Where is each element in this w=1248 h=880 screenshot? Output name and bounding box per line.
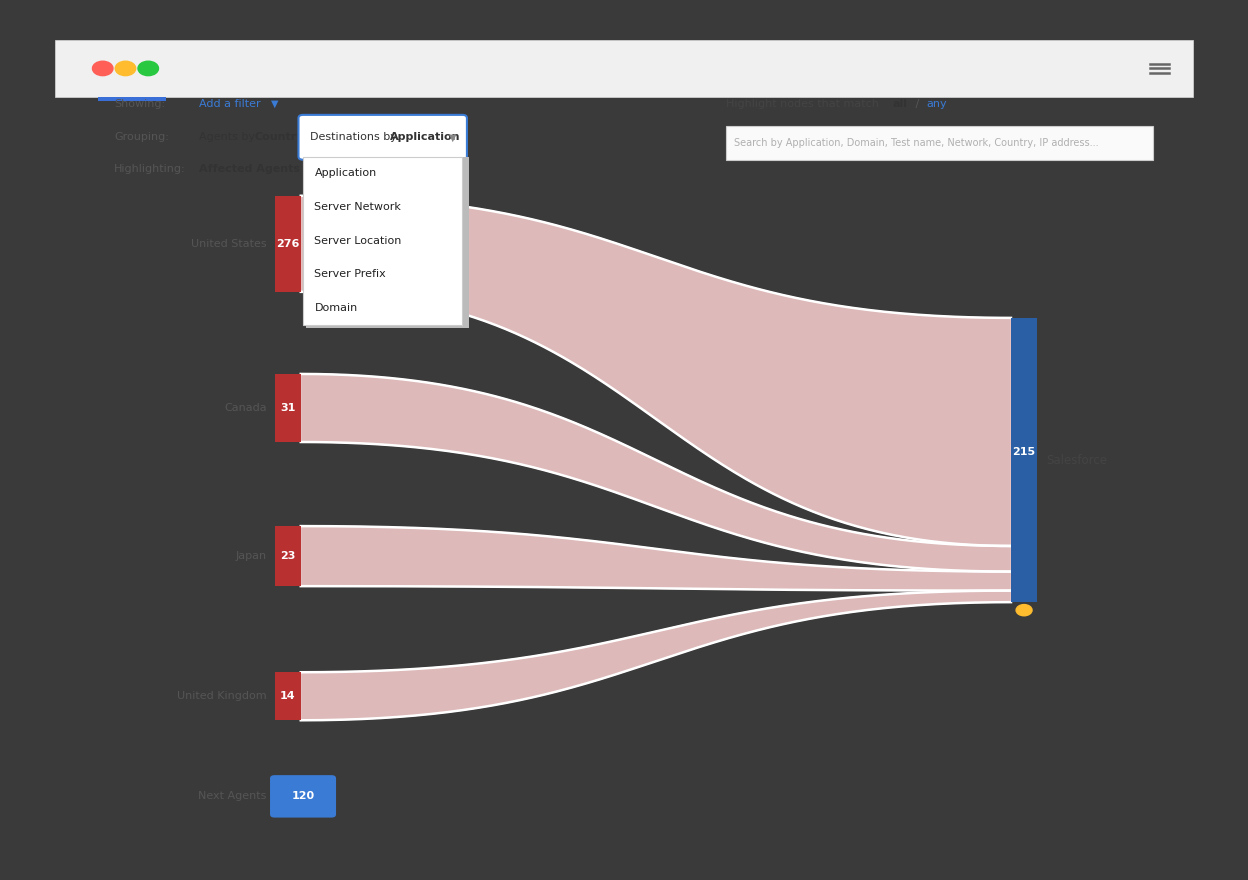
Text: Japan: Japan xyxy=(236,551,267,561)
Text: Search by Application, Domain, Test name, Network, Country, IP address...: Search by Application, Domain, Test name… xyxy=(734,138,1099,148)
Text: 120: 120 xyxy=(292,791,314,802)
Text: 31: 31 xyxy=(280,403,296,413)
Bar xyxy=(275,526,301,586)
Polygon shape xyxy=(301,195,1011,546)
Bar xyxy=(1011,318,1037,602)
FancyBboxPatch shape xyxy=(298,115,467,159)
Text: all: all xyxy=(892,99,907,108)
Text: Next Agents: Next Agents xyxy=(198,791,267,802)
Bar xyxy=(307,158,469,328)
Bar xyxy=(303,157,462,325)
Bar xyxy=(275,672,301,720)
Text: Add a filter: Add a filter xyxy=(200,99,261,108)
Text: Domain: Domain xyxy=(314,303,358,313)
Circle shape xyxy=(115,62,136,76)
Text: Grouping:: Grouping: xyxy=(114,132,168,143)
Text: 23: 23 xyxy=(280,551,296,561)
Text: Agents by: Agents by xyxy=(200,132,260,143)
Text: ▼: ▼ xyxy=(341,165,348,174)
Text: Server Location: Server Location xyxy=(314,236,402,246)
Text: ▼: ▼ xyxy=(308,132,319,143)
Text: Application: Application xyxy=(314,168,377,179)
Text: Country: Country xyxy=(255,132,303,143)
Text: 14: 14 xyxy=(280,692,296,701)
Text: Destinations by: Destinations by xyxy=(310,132,401,143)
Bar xyxy=(726,126,1153,159)
Text: Salesforce: Salesforce xyxy=(1046,453,1107,466)
Text: Showing:: Showing: xyxy=(114,99,165,108)
Text: United States: United States xyxy=(191,238,267,249)
Circle shape xyxy=(139,62,158,76)
Text: /: / xyxy=(912,99,922,108)
Bar xyxy=(275,374,301,442)
Text: Affected Agents > 10%: Affected Agents > 10% xyxy=(200,165,344,174)
Text: Highlight nodes that match: Highlight nodes that match xyxy=(726,99,882,108)
FancyBboxPatch shape xyxy=(270,775,336,818)
Text: United Kingdom: United Kingdom xyxy=(177,692,267,701)
Bar xyxy=(55,40,1193,98)
Bar xyxy=(275,195,301,292)
Polygon shape xyxy=(301,374,1011,572)
Circle shape xyxy=(1016,605,1032,616)
Text: 276: 276 xyxy=(276,238,300,249)
Text: 215: 215 xyxy=(1012,447,1036,457)
Polygon shape xyxy=(301,526,1011,590)
Text: Highlighting:: Highlighting: xyxy=(114,165,186,174)
Text: Canada: Canada xyxy=(223,403,267,413)
Text: Application: Application xyxy=(389,132,461,143)
Text: Server Network: Server Network xyxy=(314,202,402,212)
Bar xyxy=(99,98,166,101)
Text: any: any xyxy=(927,99,947,108)
Text: ▼: ▼ xyxy=(449,132,457,143)
Polygon shape xyxy=(301,590,1011,720)
Text: ▼: ▼ xyxy=(271,99,278,108)
Circle shape xyxy=(92,62,114,76)
Text: Server Prefix: Server Prefix xyxy=(314,269,386,279)
